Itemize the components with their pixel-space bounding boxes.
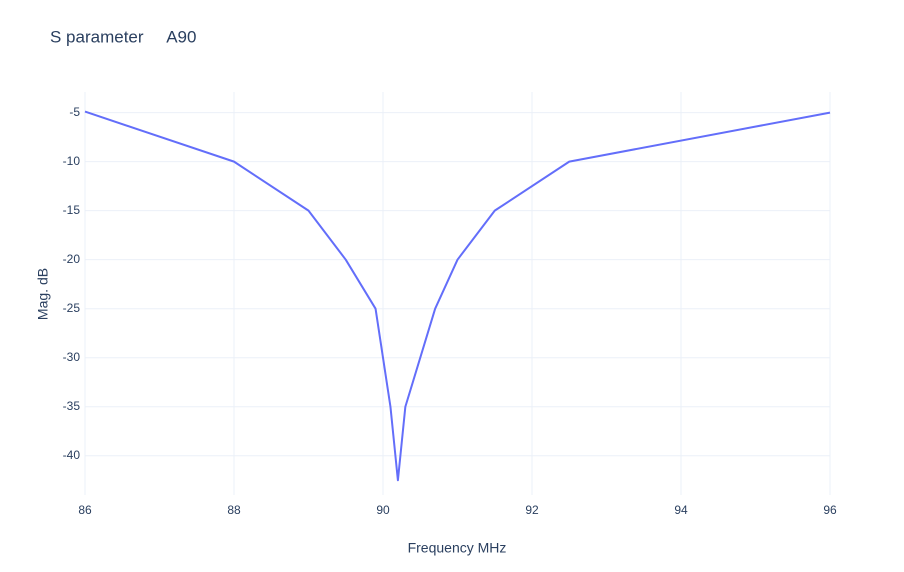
x-tick-label: 92 [525, 503, 539, 517]
chart-title: S parameter A90 [50, 27, 196, 46]
x-tick-label: 96 [823, 503, 837, 517]
y-tick-label: -40 [63, 448, 81, 462]
y-tick-label: -10 [63, 154, 81, 168]
y-axis-title: Mag. dB [35, 268, 51, 320]
y-tick-label: -5 [69, 105, 80, 119]
x-tick-label: 86 [78, 503, 92, 517]
y-tick-label: -15 [63, 203, 81, 217]
x-tick-label: 90 [376, 503, 390, 517]
y-tick-label: -30 [63, 350, 81, 364]
y-tick-label: -35 [63, 399, 81, 413]
y-tick-label: -20 [63, 252, 81, 266]
x-tick-label: 88 [227, 503, 241, 517]
y-tick-label: -25 [63, 301, 81, 315]
x-axis-title: Frequency MHz [408, 540, 507, 556]
x-tick-label: 94 [674, 503, 688, 517]
line-series [84, 110, 831, 482]
